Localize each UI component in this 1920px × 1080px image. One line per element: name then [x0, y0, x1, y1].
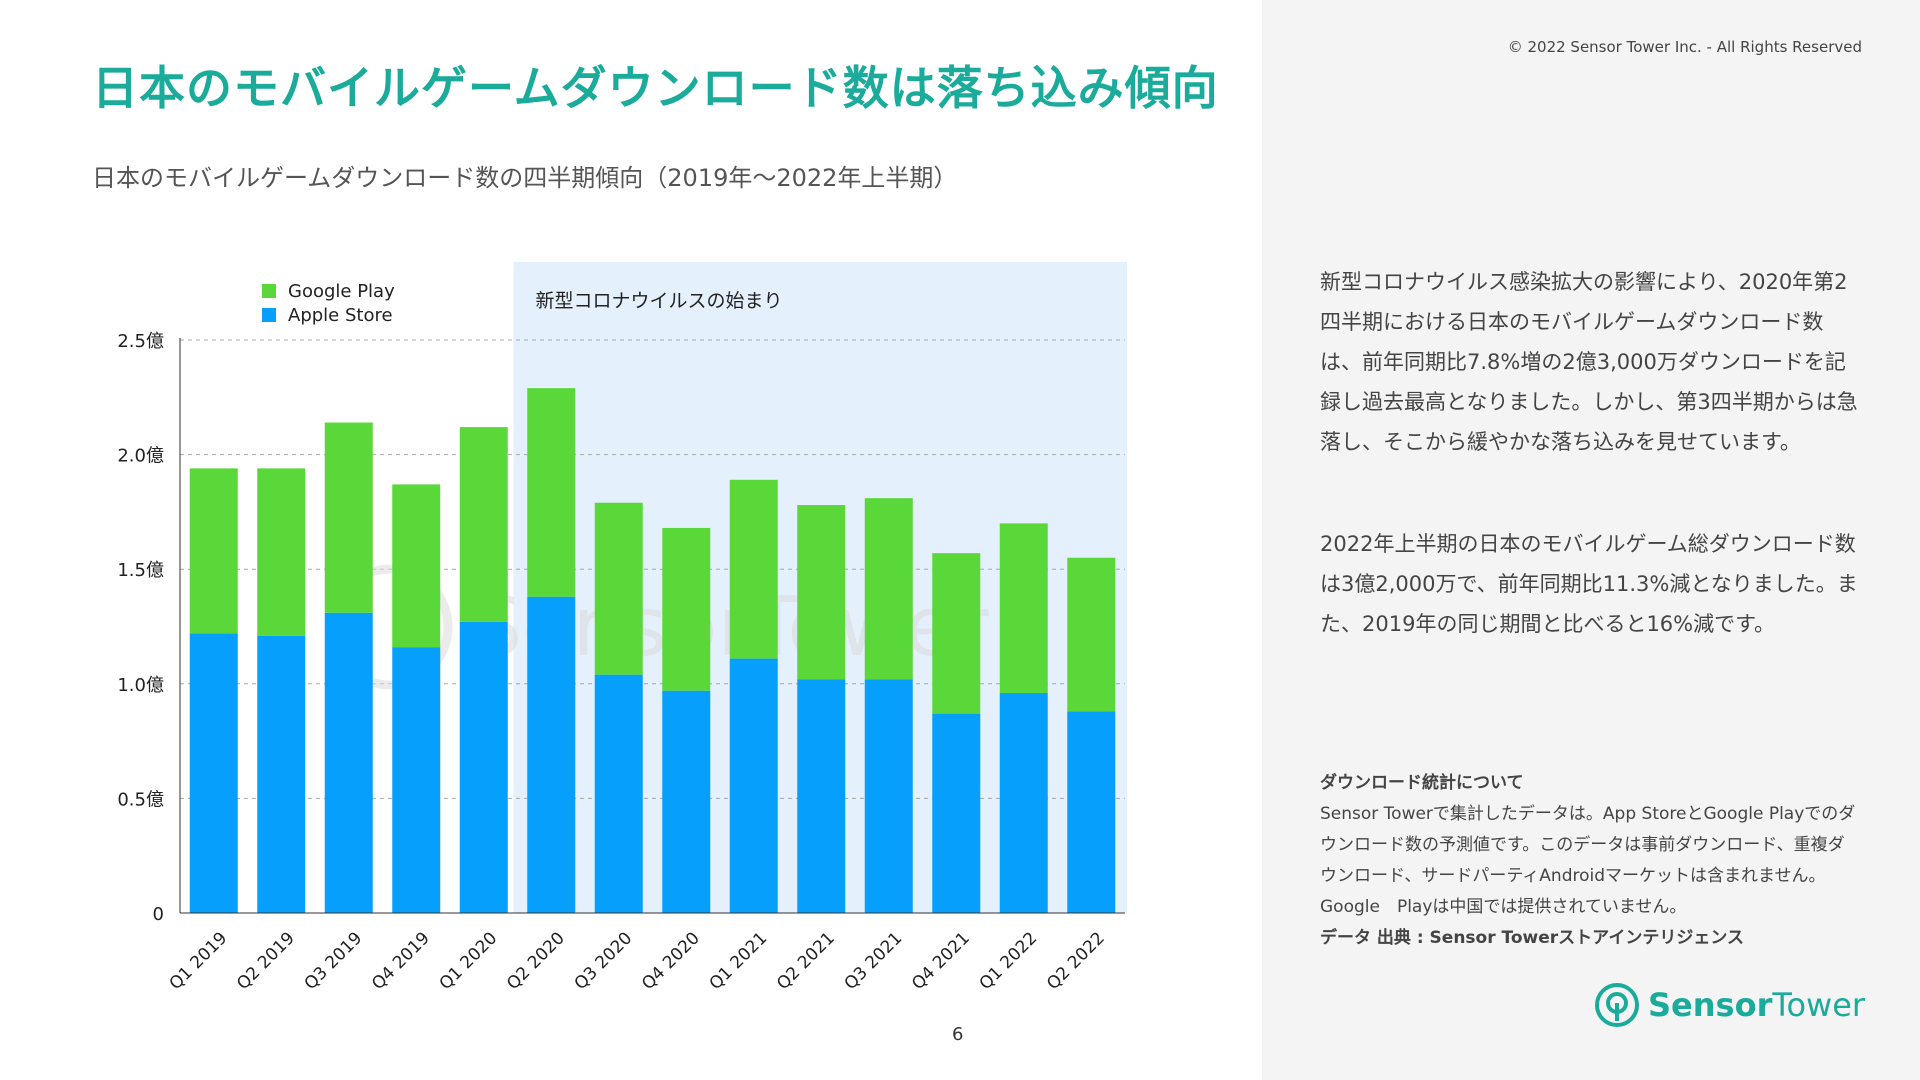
note-source: データ 出典 : Sensor Towerストアインテリジェンス	[1320, 928, 1744, 948]
bar-apple-store	[459, 621, 508, 913]
bar-google-play	[257, 468, 306, 636]
y-tick-label: 0.5億	[117, 789, 164, 810]
bar-google-play	[527, 388, 576, 597]
summary-paragraph-1: 新型コロナウイルス感染拡大の影響により、2020年第2四半期における日本のモバイ…	[1320, 270, 1858, 454]
bar-apple-store	[189, 633, 238, 913]
chart-subtitle: 日本のモバイルゲームダウンロード数の四半期傾向（2019年〜2022年上半期）	[92, 164, 958, 192]
y-tick-label: 1.5億	[117, 560, 164, 581]
x-tick-label: Q3 2020	[571, 928, 637, 994]
sensor-tower-logo-icon	[1595, 983, 1639, 1027]
bar-google-play	[1067, 557, 1116, 712]
x-tick-label: Q4 2019	[368, 928, 434, 994]
copyright-text: © 2022 Sensor Tower Inc. - All Rights Re…	[1507, 38, 1862, 56]
bar-google-play	[797, 505, 846, 680]
legend-label: Apple Store	[288, 305, 393, 326]
note-body: Sensor Towerで集計したデータは。App StoreとGoogle P…	[1320, 804, 1856, 917]
bar-apple-store	[1067, 711, 1116, 913]
right-panel: © 2022 Sensor Tower Inc. - All Rights Re…	[1262, 0, 1920, 1080]
bar-google-play	[999, 523, 1048, 693]
bar-apple-store	[797, 679, 846, 913]
x-tick-label: Q2 2019	[233, 928, 299, 994]
bar-apple-store	[594, 674, 643, 913]
x-tick-label: Q1 2020	[436, 928, 502, 994]
bar-apple-store	[864, 679, 913, 913]
covid-highlight-label: 新型コロナウイルスの始まり	[536, 290, 783, 312]
bar-apple-store	[527, 596, 576, 913]
download-stats-note: ダウンロード統計について Sensor Towerで集計したデータは。App S…	[1320, 768, 1860, 954]
bar-google-play	[324, 422, 373, 613]
bar-google-play	[594, 502, 643, 675]
bar-google-play	[864, 498, 913, 680]
sensor-tower-logo: SensorTower	[1594, 980, 1865, 1030]
bar-google-play	[392, 484, 441, 648]
note-heading: ダウンロード統計について	[1320, 773, 1524, 793]
bar-apple-store	[729, 658, 778, 913]
bar-apple-store	[932, 713, 981, 913]
page-title: 日本のモバイルゲームダウンロード数は落ち込み傾向	[92, 61, 1219, 115]
bar-google-play	[189, 468, 238, 634]
bar-apple-store	[662, 690, 711, 913]
bar-chart: 新型コロナウイルスの始まり SensorTower 00.5億1.0億1.5億2…	[117, 262, 1127, 994]
y-tick-label: 1.0億	[117, 675, 164, 696]
summary-paragraph-2: 2022年上半期の日本のモバイルゲーム総ダウンロード数は3億2,000万で、前年…	[1320, 532, 1858, 636]
sensor-tower-logo-text: SensorTower	[1648, 986, 1866, 1024]
x-tick-label: Q3 2021	[841, 928, 907, 994]
page-number: 6	[952, 1024, 964, 1045]
legend-label: Google Play	[288, 281, 395, 302]
bar-apple-store	[324, 612, 373, 913]
x-tick-label: Q3 2019	[301, 928, 367, 994]
x-tick-label: Q2 2021	[773, 928, 839, 994]
x-tick-label: Q4 2020	[638, 928, 704, 994]
bar-google-play	[459, 427, 508, 622]
y-tick-label: 2.5億	[117, 331, 164, 352]
bar-apple-store	[999, 692, 1048, 913]
y-tick-label: 2.0億	[117, 446, 164, 467]
y-tick-label: 0	[153, 904, 164, 925]
legend-swatch	[262, 308, 276, 322]
bar-google-play	[662, 527, 711, 691]
x-tick-label: Q2 2022	[1043, 928, 1109, 994]
bar-google-play	[729, 479, 778, 659]
bar-apple-store	[392, 647, 441, 913]
bar-google-play	[932, 553, 981, 714]
bar-apple-store	[257, 635, 306, 913]
x-tick-label: Q1 2019	[166, 928, 232, 994]
x-tick-label: Q1 2022	[976, 928, 1042, 994]
x-tick-label: Q2 2020	[503, 928, 569, 994]
x-tick-label: Q1 2021	[706, 928, 772, 994]
x-tick-label: Q4 2021	[908, 928, 974, 994]
legend-swatch	[262, 284, 276, 298]
